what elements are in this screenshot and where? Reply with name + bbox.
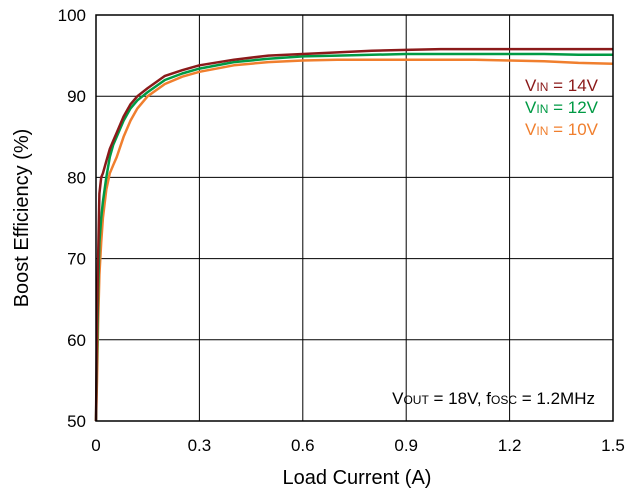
fosc-subscript: OSC — [491, 393, 517, 407]
x-tick-label: 1.5 — [601, 436, 625, 455]
y-axis-title: Boost Efficiency (%) — [11, 129, 33, 308]
vout-symbol: V — [392, 389, 404, 408]
vout-value: = 18V, f — [429, 389, 492, 408]
series-line-14V — [94, 47, 613, 422]
x-tick-label: 1.2 — [498, 436, 522, 455]
y-tick-label: 60 — [67, 331, 86, 350]
legend-entry-10V: VIN = 10V — [525, 120, 599, 139]
series-line-12V — [94, 52, 613, 422]
x-axis-title: Load Current (A) — [283, 467, 432, 489]
fosc-value: = 1.2MHz — [517, 389, 595, 408]
y-tick-label: 90 — [67, 87, 86, 106]
legend-value: = 14V — [548, 76, 598, 95]
y-tick-label: 50 — [67, 412, 86, 431]
y-tick-label: 100 — [58, 6, 86, 25]
legend-entry-14V: VIN = 14V — [525, 76, 599, 95]
legend-subscript: IN — [536, 80, 548, 94]
grid — [96, 15, 613, 421]
operating-conditions-annotation: VOUT = 18V, fOSC = 1.2MHz — [392, 389, 595, 408]
x-tick-label: 0.6 — [291, 436, 315, 455]
legend-subscript: IN — [536, 102, 548, 116]
legend-symbol: V — [525, 98, 537, 117]
series-line-10V — [94, 58, 614, 422]
x-tick-label: 0.9 — [394, 436, 418, 455]
y-tick-label: 70 — [67, 250, 86, 269]
tick-labels: 0 0.3 0.6 0.9 1.2 1.5 50 60 70 80 90 100 — [58, 6, 625, 455]
plot-frame — [95, 14, 614, 422]
legend-entry-12V: VIN = 12V — [525, 98, 599, 117]
legend-symbol: V — [525, 120, 537, 139]
legend-subscript: IN — [536, 124, 548, 138]
legend-symbol: V — [525, 76, 537, 95]
legend-value: = 12V — [548, 98, 598, 117]
vout-subscript: OUT — [403, 393, 429, 407]
x-tick-label: 0.3 — [188, 436, 212, 455]
y-tick-label: 80 — [67, 168, 86, 187]
legend-value: = 10V — [548, 120, 598, 139]
x-tick-label: 0 — [91, 436, 100, 455]
series-layer — [94, 47, 614, 422]
